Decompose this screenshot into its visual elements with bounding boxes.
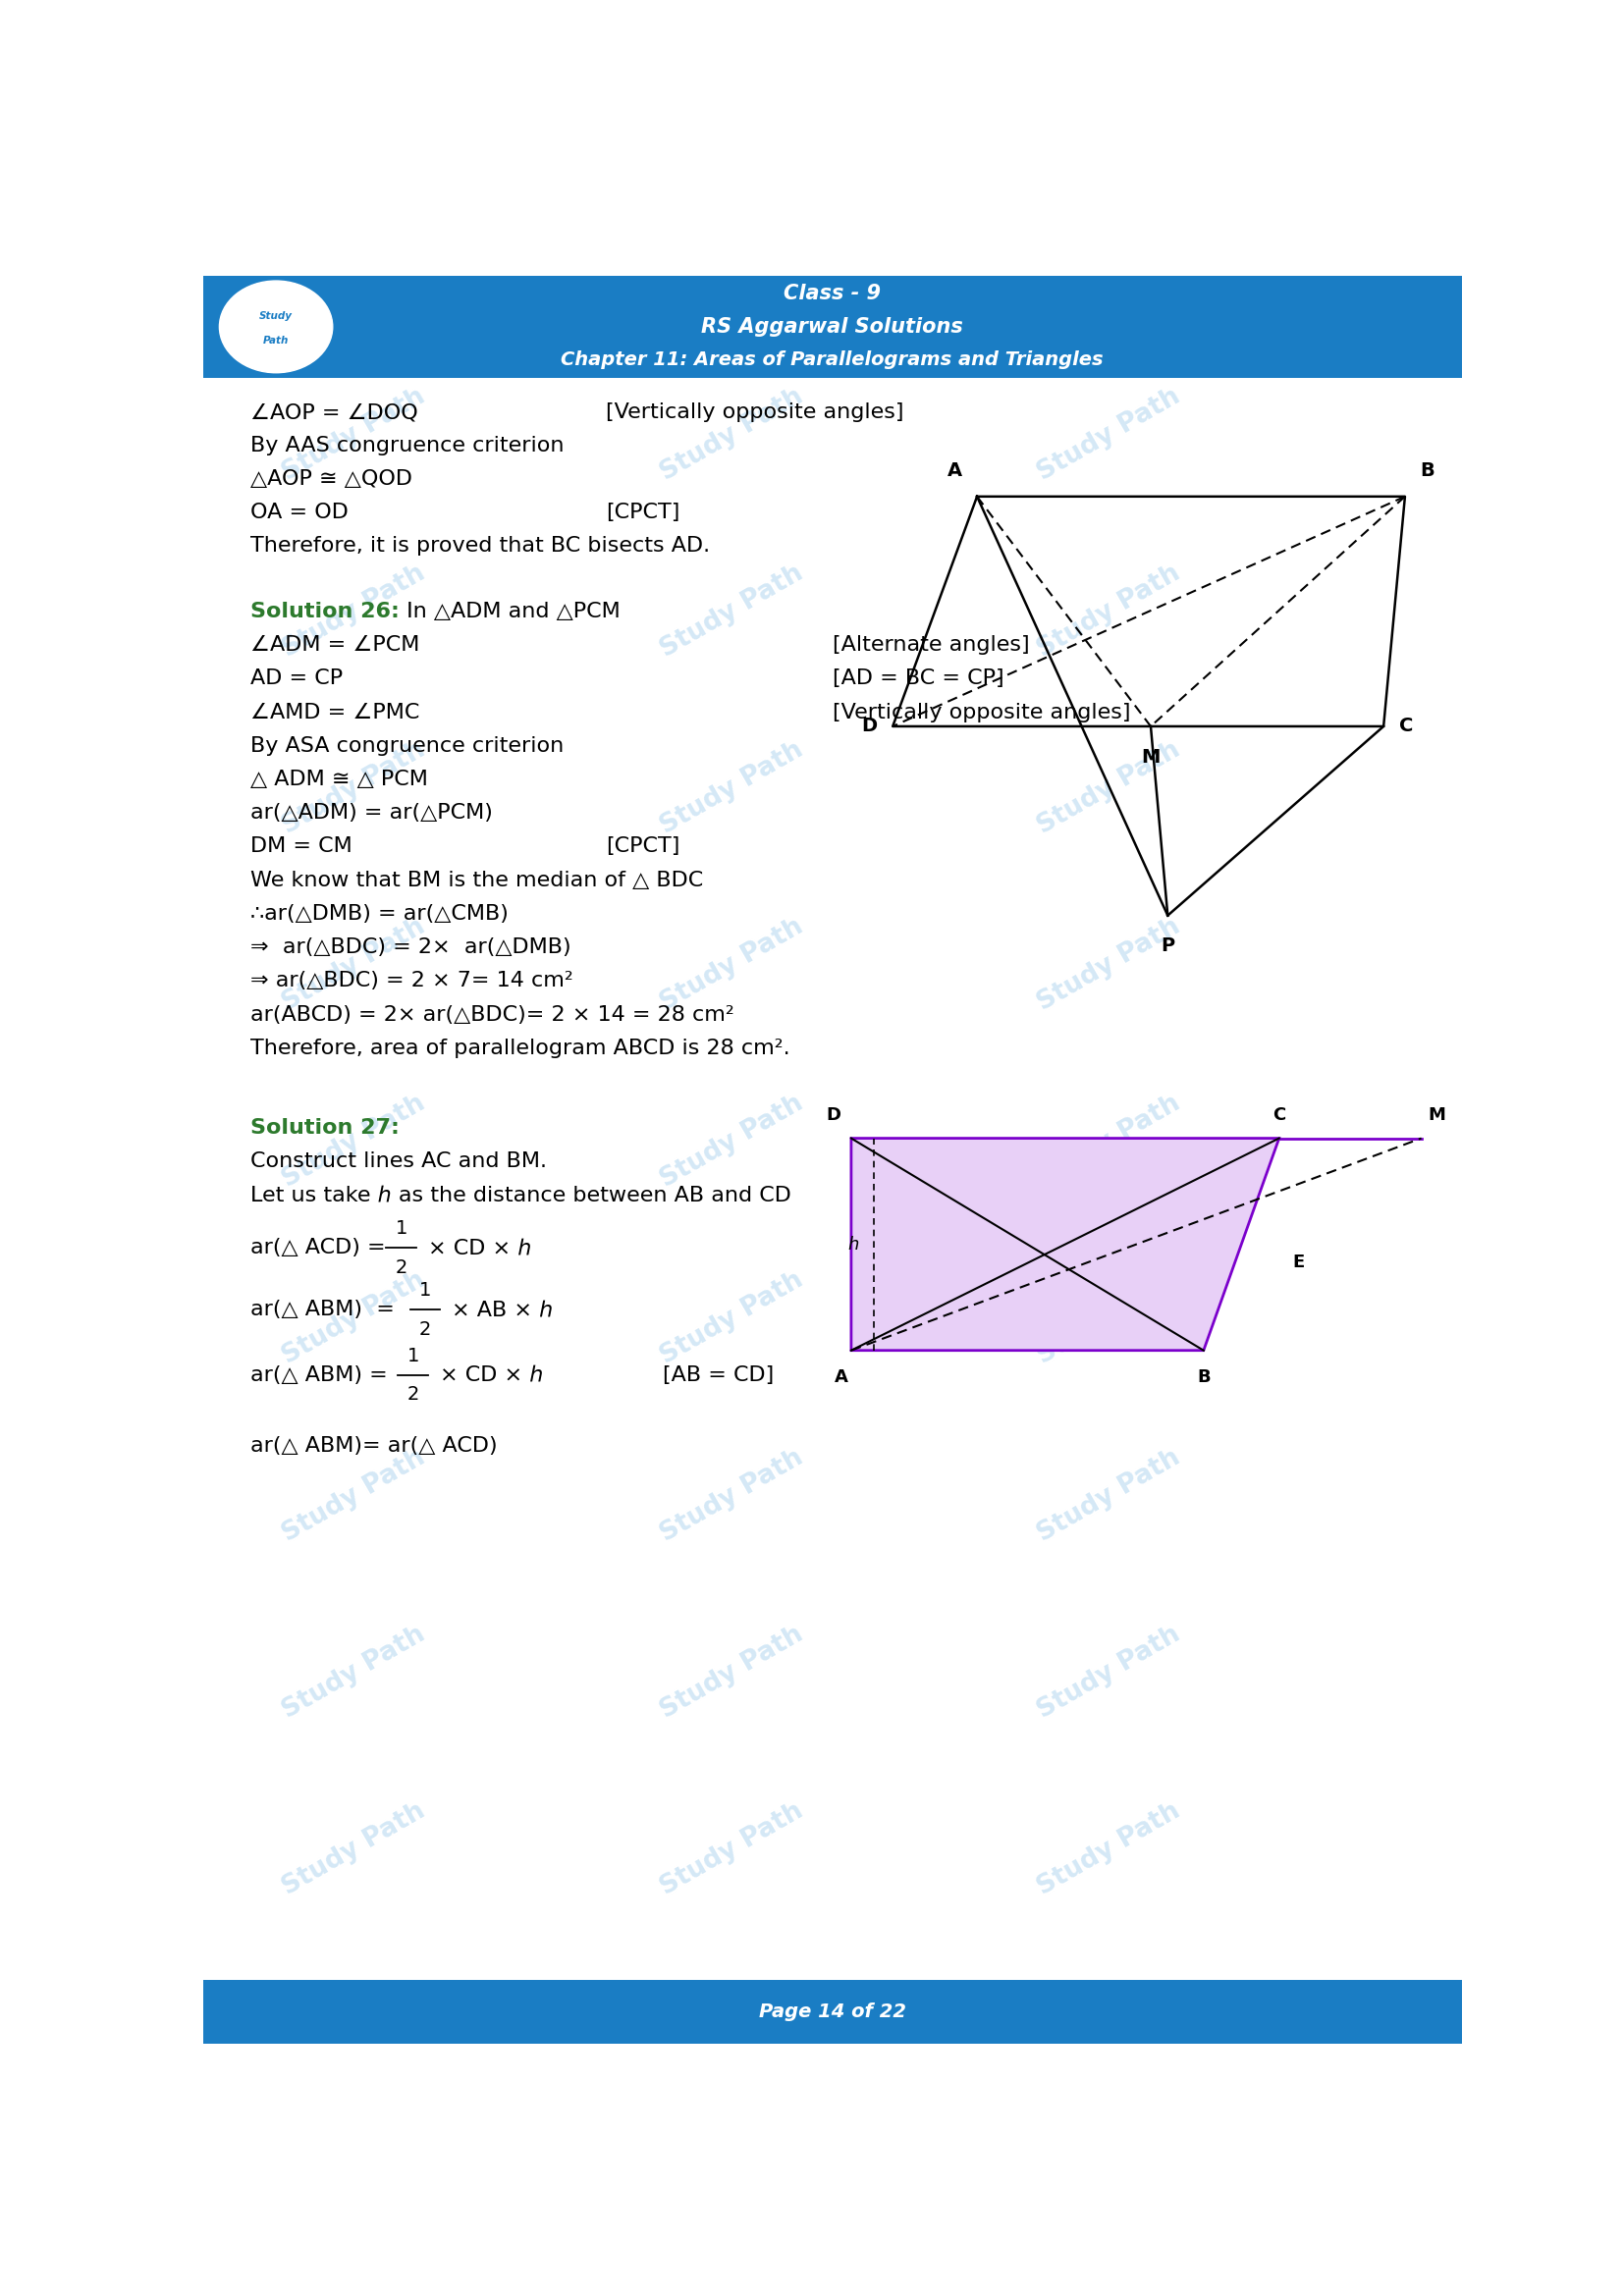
Text: P: P [1161,937,1174,955]
Text: Study Path: Study Path [1033,1798,1186,1901]
Text: 1: 1 [395,1219,408,1238]
Text: Study Path: Study Path [1033,1444,1186,1548]
Text: × CD × ℎ: × CD × ℎ [440,1366,542,1384]
Text: Study Path: Study Path [656,1444,807,1548]
Text: OA = OD: OA = OD [250,503,349,521]
Text: 1: 1 [419,1281,432,1300]
Text: h: h [848,1235,859,1254]
Text: ar(ABCD) = 2× ar(△BDC)= 2 × 14 = 28 cm²: ar(ABCD) = 2× ar(△BDC)= 2 × 14 = 28 cm² [250,1006,734,1024]
Text: ∠AMD = ∠PMC: ∠AMD = ∠PMC [250,703,421,721]
Text: ∠ADM = ∠PCM: ∠ADM = ∠PCM [250,636,421,654]
Text: DM = CM: DM = CM [250,836,352,856]
Text: Solution 26:: Solution 26: [250,602,400,622]
Text: Study Path: Study Path [656,383,807,487]
Text: ar(△ ABM) =: ar(△ ABM) = [250,1366,395,1384]
Bar [203,1979,1462,2043]
Text: By AAS congruence criterion: By AAS congruence criterion [250,436,565,457]
Text: Study Path: Study Path [1033,1091,1186,1194]
Text: Study Path: Study Path [278,560,430,664]
Text: Study Path: Study Path [1033,737,1186,840]
Polygon shape [851,1139,1280,1350]
Text: [CPCT]: [CPCT] [606,836,680,856]
Text: ar(△ ABM)  =: ar(△ ABM) = [250,1300,403,1320]
Text: ar(△ADM) = ar(△PCM): ar(△ADM) = ar(△PCM) [250,804,494,822]
Text: Let us take ℎ as the distance between AB and CD: Let us take ℎ as the distance between AB… [250,1185,793,1205]
Text: C: C [1273,1107,1286,1125]
Text: Study Path: Study Path [278,1798,430,1901]
Text: ⇒ ar(△BDC) = 2 × 7= 14 cm²: ⇒ ar(△BDC) = 2 × 7= 14 cm² [250,971,573,992]
Text: 2: 2 [419,1320,432,1339]
Text: Study Path: Study Path [1033,914,1186,1017]
Text: E: E [1293,1254,1306,1272]
Text: Study Path: Study Path [656,914,807,1017]
Text: [Vertically opposite angles]: [Vertically opposite angles] [606,402,903,422]
Text: Path: Path [263,335,289,347]
Text: Page 14 of 22: Page 14 of 22 [758,2002,906,2020]
Text: 2: 2 [408,1384,419,1403]
Text: In △ADM and △PCM: In △ADM and △PCM [400,602,620,622]
Text: 2: 2 [395,1258,408,1277]
Text: Study Path: Study Path [278,1444,430,1548]
Text: Study Path: Study Path [656,1091,807,1194]
Text: C: C [1398,716,1413,735]
Text: B: B [1419,461,1434,480]
Text: Study Path: Study Path [278,914,430,1017]
Text: Study Path: Study Path [1033,383,1186,487]
Text: AD = CP: AD = CP [250,668,343,689]
Text: Therefore, area of parallelogram ABCD is 28 cm².: Therefore, area of parallelogram ABCD is… [250,1038,791,1058]
Text: Study Path: Study Path [278,1091,430,1194]
Text: B: B [1197,1368,1210,1387]
Text: Study Path: Study Path [656,737,807,840]
Text: △ ADM ≅ △ PCM: △ ADM ≅ △ PCM [250,769,429,790]
Text: Study Path: Study Path [1033,1267,1186,1371]
Text: Study Path: Study Path [656,1798,807,1901]
Text: [CPCT]: [CPCT] [606,503,680,521]
Ellipse shape [219,280,333,372]
Text: A: A [835,1368,848,1387]
Text: A: A [947,461,961,480]
Text: [AB = CD]: [AB = CD] [663,1366,773,1384]
Text: M: M [1142,748,1160,767]
Text: ar(△ ABM)= ar(△ ACD): ar(△ ABM)= ar(△ ACD) [250,1435,499,1456]
Text: ar(△ ACD) =: ar(△ ACD) = [250,1238,387,1258]
Text: ⇒  ar(△BDC) = 2×  ar(△DMB): ⇒ ar(△BDC) = 2× ar(△DMB) [250,937,572,957]
Text: RS Aggarwal Solutions: RS Aggarwal Solutions [702,317,963,338]
Text: Chapter 11: Areas of Parallelograms and Triangles: Chapter 11: Areas of Parallelograms and … [560,351,1104,370]
Text: [AD = BC = CP]: [AD = BC = CP] [833,668,1004,689]
Text: [Vertically opposite angles]: [Vertically opposite angles] [833,703,1130,721]
Text: D: D [827,1107,841,1125]
Text: Class - 9: Class - 9 [784,285,880,303]
Text: [Alternate angles]: [Alternate angles] [833,636,1030,654]
Text: D: D [862,716,877,735]
Text: × CD × ℎ: × CD × ℎ [427,1238,531,1258]
Text: By ASA congruence criterion: By ASA congruence criterion [250,737,564,755]
Text: Solution 27:: Solution 27: [250,1118,400,1137]
Text: Study: Study [260,312,292,321]
Text: Study Path: Study Path [656,560,807,664]
Text: △AOP ≅ △QOD: △AOP ≅ △QOD [250,468,412,489]
Text: Study Path: Study Path [656,1621,807,1724]
Text: We know that BM is the median of △ BDC: We know that BM is the median of △ BDC [250,870,703,891]
Text: ∠AOP = ∠DOQ: ∠AOP = ∠DOQ [250,402,419,422]
Text: Study Path: Study Path [656,1267,807,1371]
Bar [203,276,1462,379]
Text: 1: 1 [408,1345,419,1366]
Text: Study Path: Study Path [278,1267,430,1371]
Text: Construct lines AC and BM.: Construct lines AC and BM. [250,1150,547,1171]
Text: Study Path: Study Path [278,1621,430,1724]
Text: × AB × ℎ: × AB × ℎ [451,1300,552,1320]
Text: ∴ar(△DMB) = ar(△CMB): ∴ar(△DMB) = ar(△CMB) [250,905,508,923]
Text: Therefore, it is proved that BC bisects AD.: Therefore, it is proved that BC bisects … [250,537,710,556]
Text: Study Path: Study Path [1033,1621,1186,1724]
Text: Study Path: Study Path [278,737,430,840]
Text: Study Path: Study Path [1033,560,1186,664]
Text: Study Path: Study Path [278,383,430,487]
Text: M: M [1427,1107,1445,1125]
